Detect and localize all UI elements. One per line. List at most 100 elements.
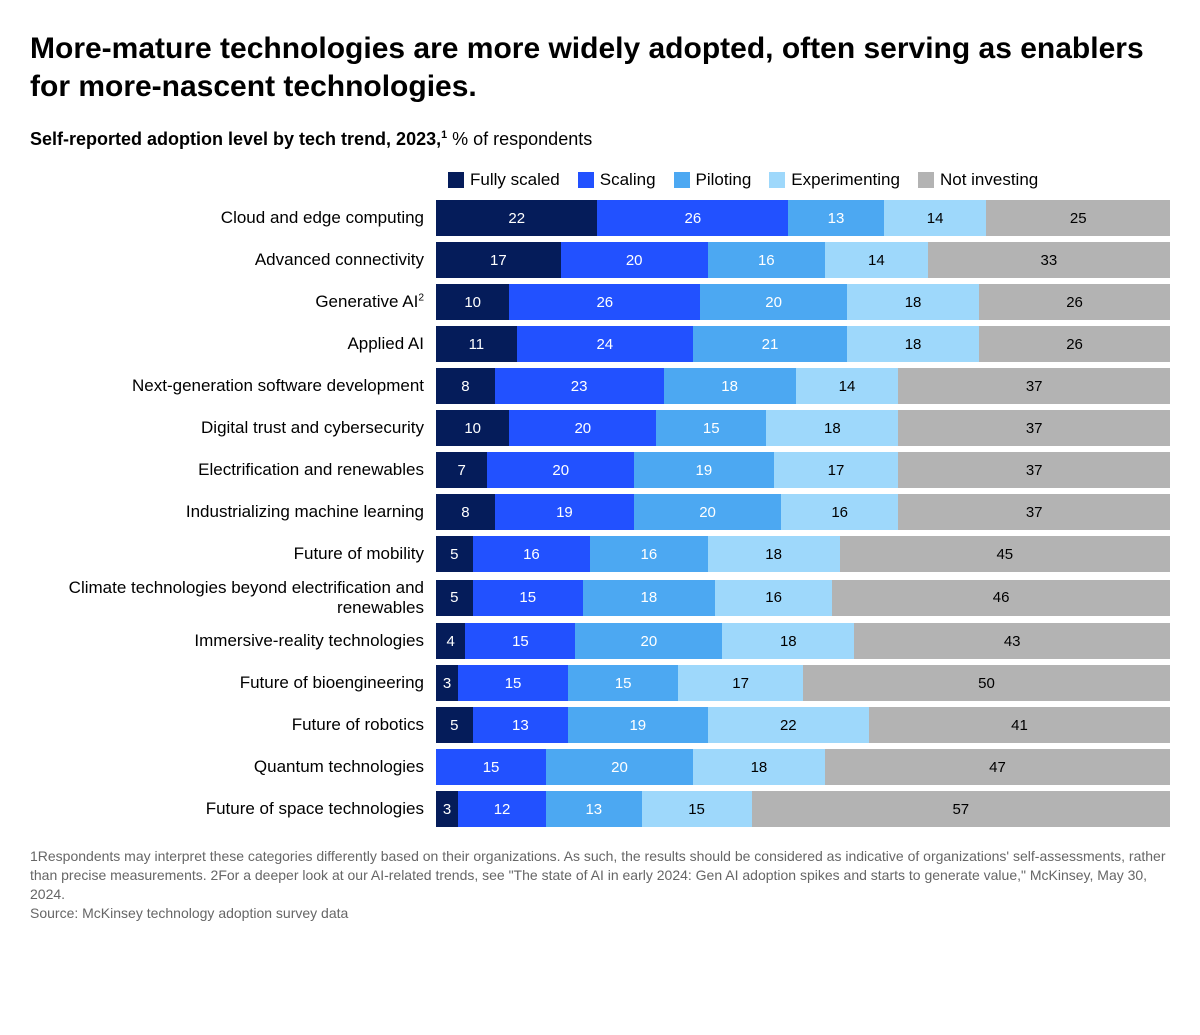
bar-segment: 18 [583,580,715,616]
bar-segment: 3 [436,791,458,827]
chart-row: Advanced connectivity1720161433 [30,242,1170,278]
bar-segment: 8 [436,368,495,404]
bar-segment: 17 [436,242,561,278]
bar-segment: 26 [509,284,700,320]
bar-segment: 50 [803,665,1170,701]
bar-segment: 41 [869,707,1170,743]
bar-segment: 18 [693,749,825,785]
bar-segment: 18 [722,623,854,659]
bar-segment: 15 [656,410,766,446]
legend-item: Not investing [918,170,1038,190]
bar-segment: 33 [928,242,1170,278]
bar-segment: 3 [436,665,458,701]
chart-title: More-mature technologies are more widely… [30,30,1170,105]
bar-segment: 11 [436,326,517,362]
bar-segment: 20 [561,242,708,278]
bar-segment: 19 [634,452,773,488]
row-label: Quantum technologies [30,757,436,777]
chart-row: Climate technologies beyond electrificat… [30,578,1170,617]
legend-label: Not investing [940,170,1038,190]
legend-item: Experimenting [769,170,900,190]
bar-segment: 15 [642,791,752,827]
bar-segment: 10 [436,284,509,320]
bar-segment: 19 [495,494,634,530]
stacked-bar: 312131557 [436,791,1170,827]
bar-segment: 46 [832,580,1170,616]
bar-segment: 5 [436,707,473,743]
bar-segment: 16 [708,242,825,278]
legend-swatch [578,172,594,188]
chart-footnotes: 1Respondents may interpret these categor… [30,847,1170,923]
bar-segment: 14 [884,200,987,236]
subtitle-bold: Self-reported adoption level by tech tre… [30,129,441,149]
legend-swatch [448,172,464,188]
bar-segment: 37 [898,494,1170,530]
legend-item: Fully scaled [448,170,560,190]
bar-segment: 17 [774,452,899,488]
chart-row: Future of mobility516161845 [30,536,1170,572]
chart-row: Future of space technologies312131557 [30,791,1170,827]
bar-segment: 45 [840,536,1170,572]
legend-swatch [674,172,690,188]
bar-segment: 15 [436,749,546,785]
chart-row: Cloud and edge computing2226131425 [30,200,1170,236]
bar-segment: 20 [509,410,656,446]
row-label: Applied AI [30,334,436,354]
stacked-bar: 720191737 [436,452,1170,488]
chart-page: More-mature technologies are more widely… [0,0,1200,943]
bar-segment: 7 [436,452,487,488]
row-label: Future of mobility [30,544,436,564]
stacked-bar: 515181646 [436,580,1170,616]
bar-segment: 15 [458,665,568,701]
bar-segment: 8 [436,494,495,530]
chart-row: Generative AI21026201826 [30,284,1170,320]
bar-segment: 20 [700,284,847,320]
bar-segment: 5 [436,536,473,572]
row-label: Future of space technologies [30,799,436,819]
bar-segment: 22 [708,707,869,743]
chart-row: Future of bioengineering315151750 [30,665,1170,701]
row-label: Cloud and edge computing [30,208,436,228]
legend-item: Scaling [578,170,656,190]
bar-segment: 26 [979,326,1170,362]
bar-segment: 26 [979,284,1170,320]
bar-segment: 23 [495,368,664,404]
row-label-sup: 2 [418,293,424,304]
chart-row: Digital trust and cybersecurity102015183… [30,410,1170,446]
row-label: Next-generation software development [30,376,436,396]
bar-segment: 13 [473,707,568,743]
legend-swatch [918,172,934,188]
chart-subtitle: Self-reported adoption level by tech tre… [30,129,1170,150]
bar-segment: 18 [708,536,840,572]
bar-segment: 18 [847,326,979,362]
legend-item: Piloting [674,170,752,190]
bar-segment: 20 [634,494,781,530]
stacked-bar: 819201637 [436,494,1170,530]
bar-segment: 18 [766,410,898,446]
stacked-bar: 1124211826 [436,326,1170,362]
bar-segment: 19 [568,707,707,743]
bar-segment: 13 [546,791,641,827]
bar-segment: 14 [825,242,928,278]
legend-label: Experimenting [791,170,900,190]
bar-segment: 43 [854,623,1170,659]
row-label: Future of bioengineering [30,673,436,693]
bar-segment: 37 [898,452,1170,488]
bar-segment: 4 [436,623,465,659]
bar-segment: 47 [825,749,1170,785]
bar-segment: 37 [898,368,1170,404]
legend-label: Scaling [600,170,656,190]
bar-segment: 18 [664,368,796,404]
row-label: Industrializing machine learning [30,502,436,522]
chart-row: Future of robotics513192241 [30,707,1170,743]
row-label: Immersive-reality technologies [30,631,436,651]
bar-segment: 17 [678,665,803,701]
stacked-bar: 1026201826 [436,284,1170,320]
bar-segment: 16 [781,494,898,530]
chart-row: Applied AI1124211826 [30,326,1170,362]
legend-label: Piloting [696,170,752,190]
bar-segment: 15 [473,580,583,616]
bar-segment: 16 [590,536,707,572]
bar-segment: 15 [568,665,678,701]
stacked-bar: 415201843 [436,623,1170,659]
